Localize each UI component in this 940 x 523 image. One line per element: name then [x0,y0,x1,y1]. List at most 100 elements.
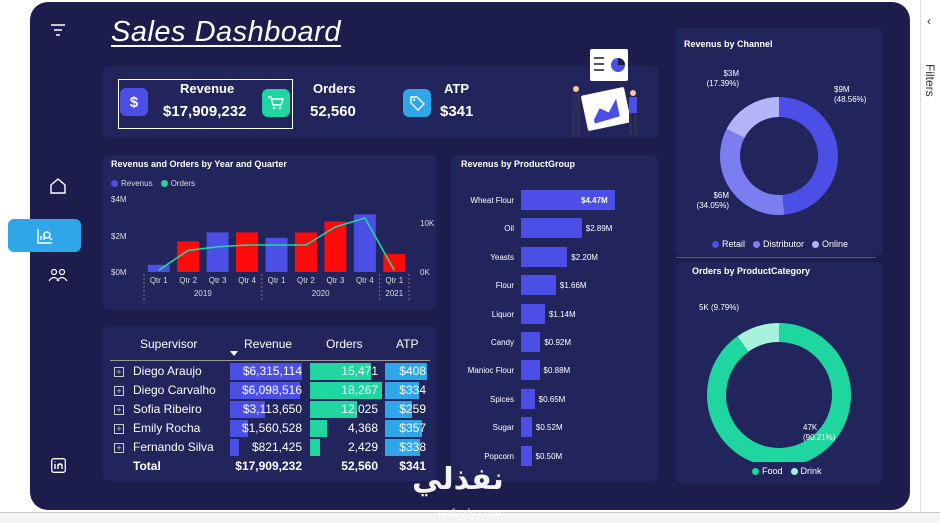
product-group-bar[interactable] [521,218,582,239]
donut-data-label: 5K (9.79%) [699,303,739,312]
product-group-label: Flour [495,281,514,291]
expand-row-icon[interactable]: + [114,424,124,434]
watermark-url: nafezly.com [438,506,502,520]
total-orders: 52,560 [341,459,378,473]
channel-panel [676,28,882,256]
table-row[interactable]: + Diego Araujo $6,315,114 15,471 $408 [110,362,430,381]
product-group-bar[interactable] [521,360,540,381]
revenue-bar[interactable] [353,214,376,272]
filters-pane-label: Filters [923,64,937,97]
table-row[interactable]: + Fernando Silva $821,425 2,429 $338 [110,438,430,457]
product-group-bar[interactable] [521,246,568,267]
total-label: Total [133,459,161,473]
donut-data-label: (90.21%) [803,433,836,442]
revenue-bar[interactable] [324,221,347,272]
product-group-bar[interactable] [521,303,545,324]
atp-databar [385,439,420,456]
channel-divider [676,257,876,258]
product-group-bar[interactable] [521,388,535,409]
donut-slice[interactable] [726,97,779,139]
expand-row-icon[interactable]: + [114,443,124,453]
x-axis-tick-label: Qtr 1 [268,276,286,285]
revenue-bar[interactable] [236,232,259,272]
revenue-cell: $6,315,114 [242,364,302,378]
linkedin-icon[interactable] [43,456,73,482]
x-axis-tick-label: Qtr 3 [209,276,227,285]
legend-swatch [790,468,798,475]
legend-label: Online [822,239,849,249]
filters-pane-strip[interactable]: ‹ Filters [920,0,940,523]
donut-data-label: $9M [834,85,850,94]
x-axis-tick-label: Qtr 4 [238,276,256,285]
col-header-supervisor[interactable]: Supervisor [140,337,198,351]
revenue-kpi-value: $17,909,232 [163,103,247,120]
revenue-databar [230,401,266,418]
revenue-bar[interactable] [206,232,229,272]
orders-cell: 4,368 [347,421,378,435]
legend-item[interactable]: Food [752,466,783,476]
revenue-databar [230,439,240,456]
legend-label: Drink [800,466,822,476]
filter-icon[interactable] [43,19,73,45]
total-revenue: $17,909,232 [235,459,302,473]
legend-label: Retail [722,239,746,249]
product-group-bar[interactable] [521,275,556,296]
product-group-value: $0.50M [535,451,563,461]
x-axis-year-label: 2021 [385,289,403,298]
revenue-kpi-card[interactable] [118,79,293,129]
col-header-atp[interactable]: ATP [396,337,419,351]
product-group-label: Sugar [492,423,514,433]
revenue-bar[interactable] [383,254,406,272]
legend-item[interactable]: Drink [790,466,822,476]
legend-item[interactable]: Distributor [753,239,804,249]
donut-slice[interactable] [720,128,785,215]
product-group-value: $2.20M [571,252,598,262]
product-group-label: Oil [504,224,514,234]
home-icon[interactable] [43,177,73,203]
orders-databar [310,363,371,380]
revenue-kpi-label: Revenue [180,81,235,96]
product-group-label: Candy [490,338,514,347]
atp-databar [385,420,422,437]
year-quarter-chart: Qtr 1 Qtr 2 Qtr 3 Qtr 4 2019 Qtr 1 Qtr 2 Qtr 3 Q… [143,214,410,300]
people-icon[interactable] [43,266,73,292]
analytics-nav-button[interactable] [8,219,81,252]
atp-cell: $334 [399,383,426,397]
channel-donut-chart: $9M(48.56%) $6M(34.05%) $3M(17.39%) [697,69,867,215]
expand-row-icon[interactable]: + [114,367,124,377]
collapse-chevron-icon[interactable]: ‹ [927,14,931,28]
atp-kpi-label: ATP [444,81,470,96]
revenue-bar[interactable] [265,237,288,272]
x-axis-year-label: 2020 [312,289,330,298]
donut-slice[interactable] [737,323,779,352]
expand-row-icon[interactable]: + [114,386,124,396]
col-header-revenue[interactable]: Revenue [244,337,293,351]
expand-row-icon[interactable]: + [114,405,124,415]
table-row[interactable]: + Emily Rocha $1,560,528 4,368 $357 [110,419,430,438]
category-donut-chart: 47K(90.21%) 5K (9.79%) [699,303,851,462]
x-axis-tick-label: Qtr 2 [297,276,315,285]
year-quarter-title: Revenus and Orders by Year and Quarter [111,159,287,169]
product-group-label: Manioc Flour [467,366,514,376]
x-axis-tick-label: Qtr 4 [356,276,374,285]
table-row[interactable]: + Sofia Ribeiro $3,113,650 12,025 $259 [110,400,430,419]
dollar-icon: $ [120,88,148,116]
product-group-bar[interactable] [521,190,615,210]
donut-slice[interactable] [779,97,838,215]
table-row[interactable]: + Diego Carvalho $6,098,516 18,267 $334 [110,381,430,400]
y-axis-tick-4m: $4M [111,195,127,204]
legend-item[interactable]: Online [812,239,848,249]
legend-label: Food [762,466,783,476]
product-group-bar[interactable] [521,332,541,352]
revenue-bar[interactable] [147,264,170,272]
product-group-bar[interactable] [521,417,532,438]
channel-title: Revenus by Channel [684,39,773,49]
legend-item[interactable]: Retail [712,239,745,249]
product-group-bar[interactable] [521,445,532,466]
revenue-bar[interactable] [177,241,200,272]
tag-icon [403,89,431,117]
col-header-orders[interactable]: Orders [326,337,363,351]
product-group-value: $4.47M [581,196,608,205]
supervisor-name: Diego Carvalho [133,383,216,397]
revenue-bar[interactable] [294,232,317,272]
